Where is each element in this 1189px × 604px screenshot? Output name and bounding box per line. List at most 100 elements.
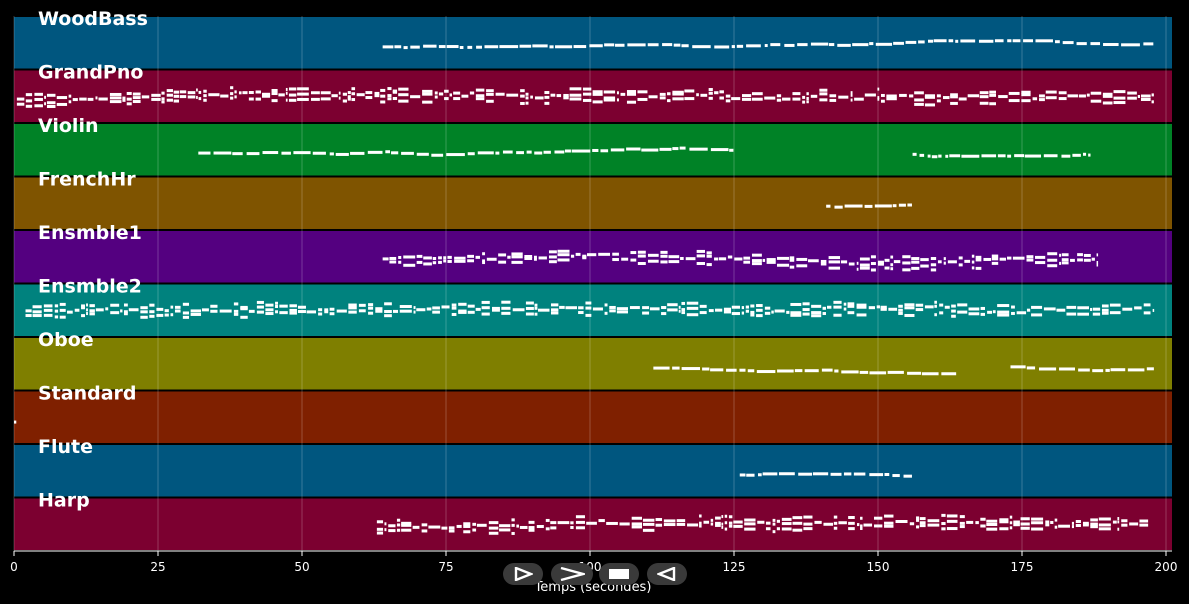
note-mark xyxy=(703,520,710,524)
note-mark xyxy=(230,86,234,90)
note-mark xyxy=(388,524,396,528)
note-mark xyxy=(880,305,887,309)
note-mark xyxy=(770,43,781,47)
note-mark xyxy=(351,92,356,96)
note-mark xyxy=(234,90,237,94)
note-mark xyxy=(743,260,751,264)
note-mark xyxy=(1134,306,1142,310)
note-mark xyxy=(778,472,795,476)
note-mark xyxy=(1011,305,1015,309)
note-mark xyxy=(840,260,848,264)
note-mark xyxy=(488,521,499,525)
note-mark xyxy=(463,524,471,528)
note-mark xyxy=(368,311,374,315)
note-mark xyxy=(54,315,59,319)
note-mark xyxy=(687,523,699,527)
fast-forward-button[interactable] xyxy=(551,563,593,585)
note-mark xyxy=(246,152,260,156)
track-label-ensmble1: Ensmble1 xyxy=(38,222,142,244)
note-mark xyxy=(475,88,485,92)
note-mark xyxy=(248,91,254,95)
note-mark xyxy=(961,154,980,158)
note-mark xyxy=(708,88,713,92)
note-mark xyxy=(968,312,980,316)
note-mark xyxy=(482,252,486,256)
note-mark xyxy=(392,309,399,313)
note-mark xyxy=(34,97,43,101)
note-mark xyxy=(744,518,756,522)
note-mark xyxy=(943,261,946,265)
note-mark xyxy=(1077,258,1083,262)
note-mark xyxy=(848,521,855,525)
note-mark xyxy=(934,304,937,308)
note-mark xyxy=(347,95,351,99)
note-mark xyxy=(459,46,464,50)
note-mark xyxy=(792,521,803,525)
note-mark xyxy=(240,307,248,311)
note-mark xyxy=(776,519,780,523)
note-mark xyxy=(746,473,755,477)
note-mark xyxy=(499,528,511,532)
note-mark xyxy=(829,94,837,98)
note-mark xyxy=(122,96,126,100)
note-mark xyxy=(822,312,826,316)
note-mark xyxy=(582,256,587,260)
note-mark xyxy=(949,154,961,158)
note-mark xyxy=(890,267,894,271)
note-mark xyxy=(213,151,232,155)
note-mark xyxy=(715,516,721,520)
note-mark xyxy=(14,420,17,424)
note-mark xyxy=(1075,523,1081,527)
note-marks xyxy=(14,39,1155,535)
note-mark xyxy=(604,43,615,47)
note-mark xyxy=(1058,524,1070,528)
note-mark xyxy=(365,91,373,95)
note-mark xyxy=(170,313,174,317)
note-mark xyxy=(939,303,944,307)
note-mark xyxy=(678,309,681,313)
note-mark xyxy=(525,306,534,310)
note-mark xyxy=(550,526,557,530)
note-mark xyxy=(534,96,544,100)
note-mark xyxy=(385,150,391,154)
note-mark xyxy=(534,151,543,155)
note-mark xyxy=(123,312,128,316)
note-mark xyxy=(642,518,655,522)
note-mark xyxy=(396,518,401,522)
play-button[interactable] xyxy=(503,563,543,585)
note-mark xyxy=(916,518,920,522)
note-mark xyxy=(853,472,866,476)
note-mark xyxy=(1007,39,1012,43)
note-mark xyxy=(914,98,924,102)
note-mark xyxy=(387,87,392,91)
note-mark xyxy=(909,522,915,526)
note-mark xyxy=(951,309,956,313)
note-mark xyxy=(696,254,706,258)
note-mark xyxy=(374,94,380,98)
note-mark xyxy=(151,97,161,101)
note-mark xyxy=(524,256,533,260)
note-mark xyxy=(833,313,842,317)
note-mark xyxy=(648,95,658,99)
rewind-button[interactable] xyxy=(647,563,687,585)
note-mark xyxy=(843,307,847,311)
track-lane-woodbass xyxy=(14,17,1172,69)
note-mark xyxy=(265,308,274,312)
note-mark xyxy=(220,94,229,98)
note-mark xyxy=(833,300,842,304)
note-mark xyxy=(451,303,457,307)
note-mark xyxy=(1013,520,1020,524)
note-mark xyxy=(943,257,946,261)
note-mark xyxy=(967,94,980,98)
note-mark xyxy=(1092,307,1101,311)
note-mark xyxy=(132,92,141,96)
note-mark xyxy=(994,39,1004,43)
note-mark xyxy=(67,310,73,314)
note-mark xyxy=(511,518,515,522)
note-mark xyxy=(128,308,139,312)
note-mark xyxy=(563,93,569,97)
note-mark xyxy=(884,524,894,528)
stop-button[interactable] xyxy=(599,563,639,585)
note-mark xyxy=(550,303,559,307)
note-mark xyxy=(884,258,890,262)
